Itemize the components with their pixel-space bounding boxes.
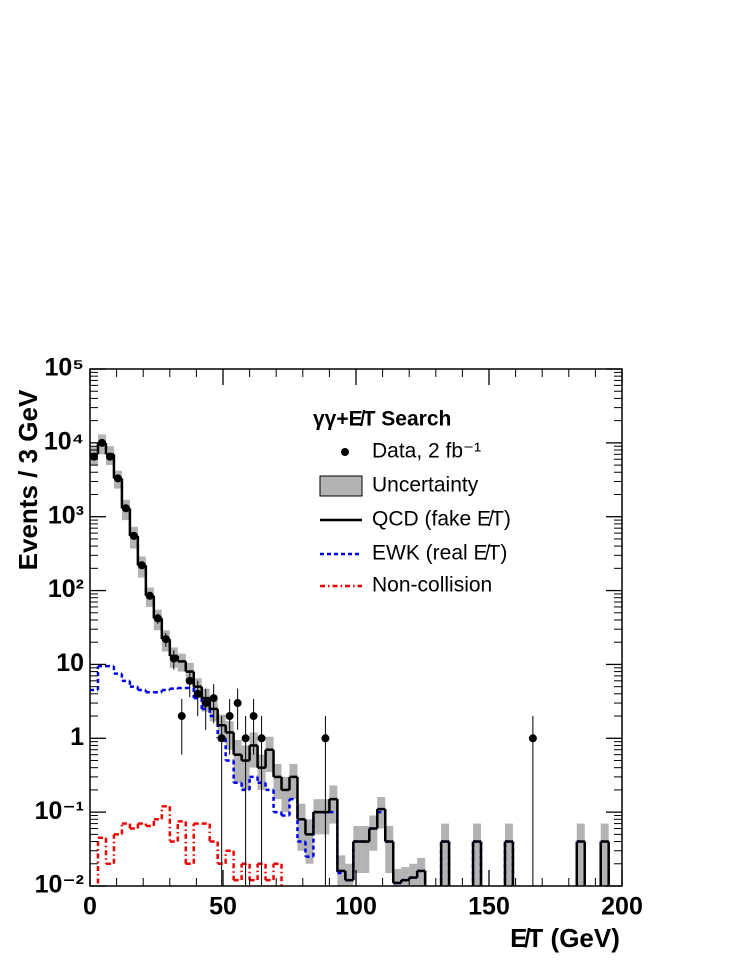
y-tick-label: 1 <box>70 723 84 751</box>
uncertainty-band <box>313 799 322 835</box>
legend-title: γγ+E̸T Search <box>313 408 451 431</box>
y-tick-label: 10⁻¹ <box>35 797 84 825</box>
x-axis-title: E̸T (GeV) <box>510 923 620 953</box>
data-point <box>241 734 250 743</box>
data-point <box>257 734 266 743</box>
y-tick-label: 10⁻² <box>35 871 84 899</box>
uncertainty-band <box>281 776 290 813</box>
uncertainty-band <box>504 823 513 886</box>
y-tick-label: 10² <box>48 575 84 603</box>
data-point <box>209 694 218 703</box>
legend-label: Uncertainty <box>372 474 479 497</box>
plot-area <box>90 434 610 886</box>
uncertainty-band <box>353 825 362 873</box>
uncertainty-band <box>305 819 314 864</box>
uncertainty-band <box>473 823 482 886</box>
legend-label: Non-collision <box>372 574 492 597</box>
uncertainty-band <box>385 825 394 873</box>
uncertainty-band <box>265 736 274 772</box>
uncertainty-band <box>409 863 418 886</box>
x-tick-label: 0 <box>83 893 97 921</box>
legend-marker <box>319 475 363 497</box>
uncertainty-band <box>369 815 378 851</box>
x-tick-label: 50 <box>209 893 237 921</box>
data-point <box>217 734 226 743</box>
y-tick-label: 10³ <box>48 501 84 529</box>
legend-label: QCD (fake E̸T) <box>372 508 511 531</box>
data-point <box>201 699 210 708</box>
data-point <box>233 699 242 708</box>
data-point <box>169 654 178 663</box>
uncertainty-band <box>297 803 306 851</box>
y-tick-label: 10⁵ <box>44 354 84 382</box>
data-point <box>321 734 330 743</box>
uncertainty-band <box>273 763 282 800</box>
uncertainty-band <box>345 863 354 886</box>
legend-marker <box>341 448 349 456</box>
uncertainty-band <box>576 823 585 886</box>
legend-label: EWK (real E̸T) <box>372 542 507 565</box>
data-point <box>161 635 170 644</box>
y-tick-label: 10 <box>56 649 84 677</box>
x-tick-label: 150 <box>468 893 510 921</box>
data-point <box>129 531 138 540</box>
uncertainty-band <box>329 785 338 824</box>
uncertainty-band <box>289 763 298 800</box>
uncertainty-band <box>393 868 402 886</box>
data-point <box>137 561 146 570</box>
data-point <box>193 689 202 698</box>
x-tick-label: 100 <box>335 893 377 921</box>
data-point <box>121 504 130 513</box>
data-point <box>153 614 162 623</box>
uncertainty-band <box>361 825 370 873</box>
data-point <box>145 591 154 600</box>
y-tick-label: 10⁴ <box>44 427 84 455</box>
data-point <box>177 712 186 721</box>
uncertainty-band <box>233 739 242 783</box>
y-axis-title: Events / 3 GeV <box>13 389 43 570</box>
uncertainty-band <box>600 823 609 886</box>
data-point <box>249 712 258 721</box>
uncertainty-band <box>401 867 410 886</box>
data-point <box>528 734 537 743</box>
legend-label: Data, 2 fb⁻¹ <box>372 440 481 463</box>
data-point <box>185 676 194 685</box>
legend: Data, 2 fb⁻¹ Uncertainty QCD (fake E̸T) EWK… <box>319 440 511 597</box>
x-tick-label: 200 <box>601 893 643 921</box>
data-point <box>225 712 234 721</box>
data-point <box>105 452 114 461</box>
data-point <box>113 474 122 483</box>
uncertainty-band <box>441 823 450 886</box>
